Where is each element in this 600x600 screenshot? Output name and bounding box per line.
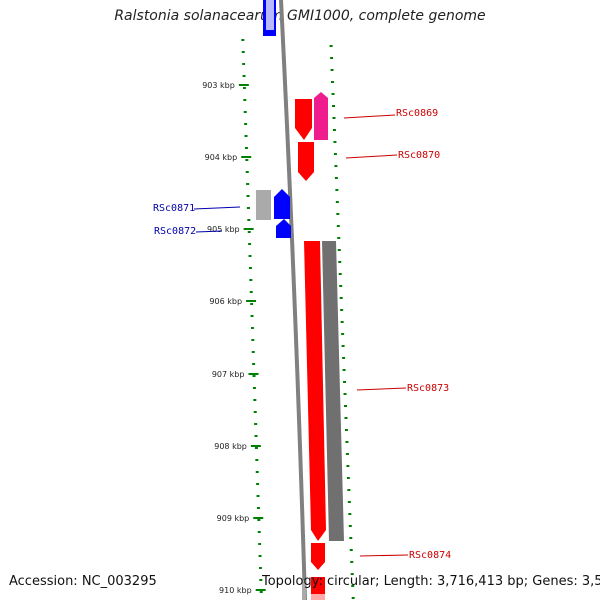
gene-gray-small: [256, 190, 271, 220]
label-rsc0874[interactable]: RSc0874: [409, 550, 451, 561]
label-rsc0869[interactable]: RSc0869: [396, 108, 438, 119]
gene-gray-long: [322, 241, 344, 541]
scale-tick-label: 903 kbp: [202, 81, 235, 90]
scale-tick-label: 904 kbp: [205, 153, 238, 162]
label-line-rsc0869: [343, 114, 396, 119]
gene-rsc0869-arrow: [314, 92, 328, 98]
gene-rsc0870[interactable]: [298, 142, 314, 181]
gene-bottom-pink: [311, 594, 325, 600]
label-line-rsc0872: [195, 230, 223, 233]
gene-rsc0872[interactable]: [276, 219, 291, 238]
scale-tick-label: 910 kbp: [219, 586, 252, 595]
scale-tick-label: 907 kbp: [212, 370, 245, 379]
gene-rsc0874[interactable]: [311, 543, 325, 570]
scale-tick-label: 906 kbp: [209, 297, 242, 306]
partial-feature-top-light: [266, 0, 274, 30]
gene-rsc0869[interactable]: [314, 98, 328, 140]
scale-tick-label: 909 kbp: [217, 514, 250, 523]
scale-tick-label: 905 kbp: [207, 225, 240, 234]
label-line-rsc0871: [193, 206, 241, 210]
label-rsc0873[interactable]: RSc0873: [407, 383, 449, 394]
gene-rsc0873[interactable]: [304, 241, 326, 541]
genome-stats-text: Topology: circular; Length: 3,716,413 bp…: [262, 574, 600, 589]
map-title: Ralstonia solanacearum GMI1000, complete…: [114, 8, 486, 24]
backbone-track: [279, 0, 307, 600]
scale-ticks: [238, 39, 355, 599]
scale-labels: 903 kbp 904 kbp 905 kbp 906 kbp 907 kbp 908 k…: [202, 81, 251, 595]
label-line-rsc0873: [356, 387, 407, 391]
accession-text: Accession: NC_003295: [9, 574, 157, 589]
scale-tick-label: 908 kbp: [214, 442, 247, 451]
label-rsc0871[interactable]: RSc0871: [153, 203, 195, 214]
label-rsc0870[interactable]: RSc0870: [398, 150, 440, 161]
label-line-rsc0874: [359, 554, 409, 557]
gene-rsc0871[interactable]: [274, 189, 290, 219]
gene-red-upper-a[interactable]: [295, 99, 312, 140]
partial-feature-bottom: [302, 580, 306, 600]
label-line-rsc0870: [345, 154, 398, 159]
label-rsc0872[interactable]: RSc0872: [154, 226, 196, 237]
